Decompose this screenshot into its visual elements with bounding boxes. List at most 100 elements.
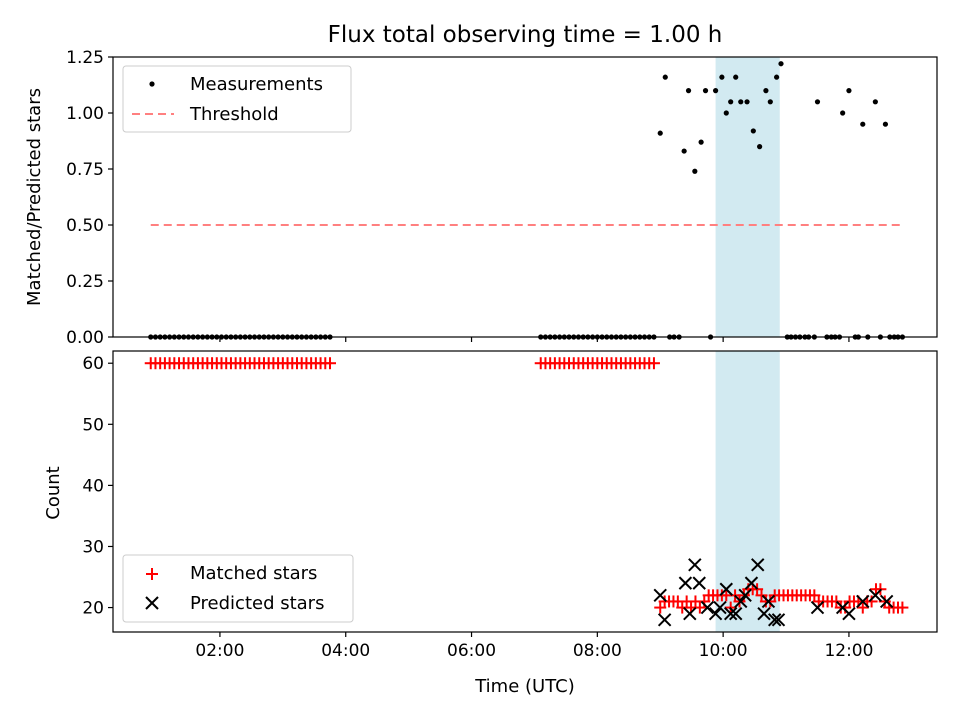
predicted-star-marker [692,576,706,590]
y-tick-label: 60 [82,354,104,374]
bottom-legend-box [122,554,354,623]
predicted-star-marker [700,600,715,615]
matched-star-marker [839,601,852,614]
bottom-plot-content [144,351,909,632]
matched-star-marker [808,589,821,602]
y-tick-label: 0.00 [66,328,104,348]
x-tick-label: 08:00 [573,641,622,661]
measurement-point [757,144,763,150]
measurement-point [872,99,878,105]
top-x-ticks [219,337,850,342]
measurement-point [702,88,709,94]
x-tick-label: 06:00 [447,641,496,661]
predicted-star-marker [708,606,723,621]
y-tick-label: 40 [82,476,104,496]
bottom-axes-frame [112,350,938,633]
measurement-point [774,74,780,80]
legend-measurements-marker [149,81,155,87]
legend-threshold-label: Threshold [189,104,279,125]
legend-matched-label: Matched stars [190,563,317,584]
measurement-point [698,139,704,145]
matched-star-marker [896,601,909,614]
x-tick-label: 10:00 [699,641,748,661]
matched-star-marker [755,589,768,602]
bottom-y-ticks: 20 30 40 50 60 [82,354,113,619]
matched-star-marker [865,595,878,608]
chart-title: Flux total observing time = 1.00 h [328,22,723,48]
measurement-point [681,148,687,154]
predicted-star-marker [768,613,782,627]
predicted-star-marker [879,594,894,609]
x-tick-label: 04:00 [321,641,370,661]
matched-star-marker [764,595,777,608]
bottom-panel: 20 30 40 50 60 02:00 04:00 06:00 08:00 10:00 12:0… [43,350,938,697]
predicted-star-marker [713,600,727,615]
measurement-point [685,88,692,94]
measurement-point [657,130,663,136]
predicted-star-marker [761,594,776,609]
measurement-point [778,61,784,67]
y-tick-label: 30 [82,537,104,557]
measurement-point [723,110,729,116]
predicted-star-marker [719,582,733,596]
measurement-point [719,74,725,80]
legend-predicted-marker [145,596,159,610]
legend-matched-marker [146,568,158,580]
predicted-star-marker [751,558,765,572]
predicted-star-marker [771,613,786,627]
predicted-star-marker [723,606,738,621]
measurement-point [882,121,889,127]
predicted-star-marker [729,606,743,621]
predicted-star-marker [868,588,883,603]
matched-star-marker [324,357,337,370]
top-legend-box [122,65,352,133]
legend-measurements-label: Measurements [190,74,323,95]
y-tick-label: 20 [82,599,104,619]
predicted-star-marker [810,600,825,615]
predicted-star-marker [678,576,693,590]
predicted-star-marker [842,606,856,621]
predicted-star-marker [757,606,771,621]
legend-predicted-label: Predicted stars [190,593,324,614]
measurement-point [692,168,698,174]
measurement-point [840,110,846,116]
predicted-star-marker [856,594,870,609]
top-highlight-band [715,57,780,337]
top-y-ticks: 0.00 0.25 0.50 0.75 1.00 1.25 [66,48,113,348]
measurement-point [662,74,668,80]
x-tick-label: 02:00 [195,641,244,661]
x-tick-label: 12:00 [824,641,873,661]
predicted-star-marker [653,588,667,603]
matched-star-marker [856,601,869,614]
matched-star-marker [647,357,660,370]
x-axis-label: Time (UTC) [474,676,575,697]
top-panel: 0.00 0.25 0.50 0.75 1.00 1.25 Matched/Predict… [24,48,938,348]
matched-star-marker [654,601,667,614]
y-tick-label: 1.25 [66,48,104,68]
measurement-point [712,88,719,94]
y-tick-label: 0.75 [66,160,104,180]
predicted-star-marker [738,588,752,603]
bottom-x-ticks: 02:00 04:00 06:00 08:00 10:00 12:00 [195,632,873,661]
bottom-y-axis-label: Count [43,466,64,519]
y-tick-label: 0.50 [66,216,104,236]
top-y-axis-label: Matched/Predicted stars [24,88,45,306]
measurement-point [763,88,769,94]
bottom-legend: Matched stars Predicted stars [122,554,354,623]
measurement-point [767,99,773,105]
measurement-point [728,99,734,105]
measurement-point [846,88,852,94]
predicted-star-marker [734,594,748,609]
y-tick-label: 1.00 [66,104,104,124]
predicted-star-marker [657,613,672,627]
matched-star-marker [693,601,706,614]
y-tick-label: 50 [82,415,104,435]
predicted-star-marker [688,558,702,572]
y-tick-label: 0.25 [66,272,104,292]
matched-star-marker [830,595,843,608]
predicted-star-marker [744,576,759,590]
top-plot-content [148,57,906,340]
measurement-point [738,99,744,105]
top-legend: Measurements Threshold [122,65,352,133]
